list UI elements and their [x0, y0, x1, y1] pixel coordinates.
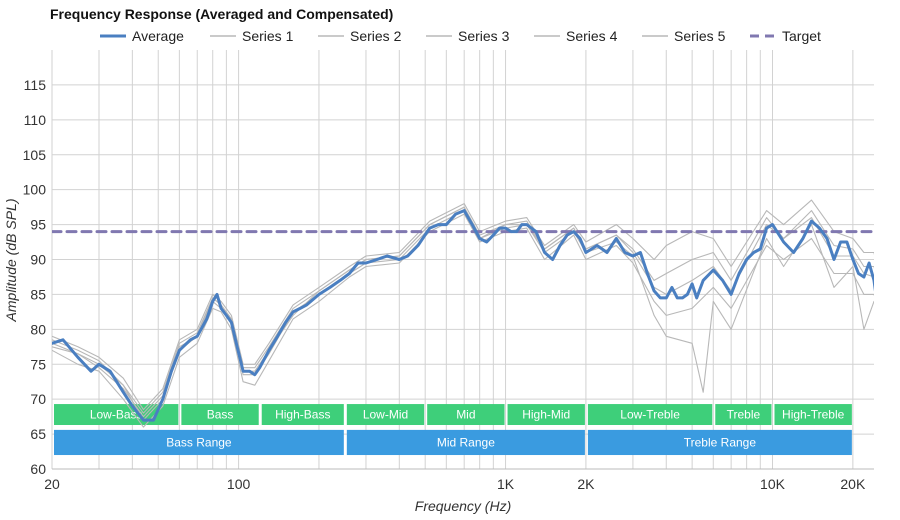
y-tick-label: 70: [30, 391, 46, 407]
x-axis-title: Frequency (Hz): [415, 498, 511, 514]
range-band-label: Treble Range: [684, 435, 757, 449]
y-tick-label: 80: [30, 321, 46, 337]
x-tick-label: 1K: [497, 476, 515, 492]
y-tick-label: 110: [24, 112, 47, 128]
y-tick-label: 60: [30, 461, 46, 477]
y-tick-label: 65: [30, 426, 46, 442]
legend-label: Target: [782, 28, 821, 44]
subband-band: [715, 404, 772, 426]
subband-band-label: High-Bass: [275, 408, 330, 422]
x-tick-label: 20: [44, 476, 60, 492]
legend-label: Series 2: [350, 28, 402, 44]
y-tick-label: 100: [23, 182, 47, 198]
x-tick-label: 20K: [840, 476, 866, 492]
y-tick-label: 85: [30, 286, 46, 302]
subband-band-label: Low-Treble: [620, 408, 680, 422]
x-tick-label: 2K: [577, 476, 595, 492]
x-tick-label: 10K: [760, 476, 786, 492]
subband-band: [346, 404, 425, 426]
x-tick-label: 100: [227, 476, 251, 492]
grid-lines: [51, 50, 874, 470]
legend-label: Series 4: [566, 28, 618, 44]
range-band: [54, 429, 344, 456]
subband-band-label: Bass: [207, 408, 234, 422]
legend-label: Series 3: [458, 28, 510, 44]
subband-band: [507, 404, 585, 426]
subband-band-label: Low-Bass: [90, 408, 143, 422]
series-line-average: [52, 209, 874, 422]
legend: Average Series 1 Series 2 Series 3 Series 4 S…: [100, 28, 821, 44]
subband-band: [774, 404, 852, 426]
series-lines: [52, 199, 874, 428]
legend-label: Average: [132, 28, 184, 44]
subband-band: [261, 404, 344, 426]
range-band: [346, 429, 585, 456]
y-tick-labels: 60 65 70 75 80 85 90 95 100 105 110 115: [23, 77, 47, 477]
subband-band-label: High-Mid: [522, 408, 570, 422]
subband-band-label: Treble: [727, 408, 761, 422]
y-axis-title: Amplitude (dB SPL): [3, 199, 19, 323]
frequency-bands: Low-Bass Bass High-Bass Low-Mid Mid High-Mid L…: [54, 404, 852, 456]
y-tick-label: 95: [30, 217, 46, 233]
subband-band: [587, 404, 713, 426]
chart-title: Frequency Response (Averaged and Compens…: [50, 6, 394, 22]
x-tick-labels: 20 100 1K 2K 10K 20K: [44, 476, 866, 492]
range-band: [587, 429, 852, 456]
range-band-label: Bass Range: [166, 435, 232, 449]
subband-band-label: Low-Mid: [363, 408, 408, 422]
subband-band-label: Mid: [456, 408, 475, 422]
subband-band: [427, 404, 505, 426]
y-tick-label: 75: [30, 356, 46, 372]
subband-band: [181, 404, 259, 426]
series-line-series-2: [52, 213, 874, 428]
y-tick-label: 90: [30, 252, 46, 268]
y-tick-label: 105: [23, 147, 47, 163]
y-tick-label: 115: [24, 77, 47, 93]
range-band-label: Mid Range: [437, 435, 495, 449]
legend-label: Series 1: [242, 28, 294, 44]
legend-label: Series 5: [674, 28, 726, 44]
subband-band-label: High-Treble: [782, 408, 845, 422]
